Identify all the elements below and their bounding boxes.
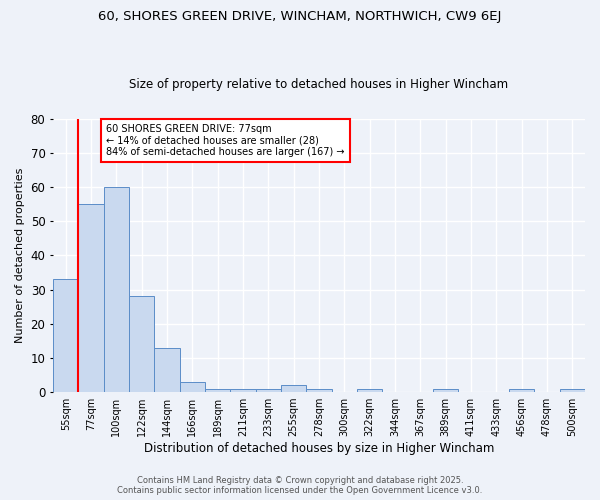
- Bar: [307, 388, 332, 392]
- Text: 60 SHORES GREEN DRIVE: 77sqm
← 14% of detached houses are smaller (28)
84% of se: 60 SHORES GREEN DRIVE: 77sqm ← 14% of de…: [106, 124, 345, 157]
- Bar: [129, 296, 154, 392]
- Title: Size of property relative to detached houses in Higher Wincham: Size of property relative to detached ho…: [130, 78, 509, 91]
- Bar: [205, 388, 230, 392]
- Bar: [509, 388, 535, 392]
- Y-axis label: Number of detached properties: Number of detached properties: [15, 168, 25, 343]
- Bar: [53, 280, 79, 392]
- Text: 60, SHORES GREEN DRIVE, WINCHAM, NORTHWICH, CW9 6EJ: 60, SHORES GREEN DRIVE, WINCHAM, NORTHWI…: [98, 10, 502, 23]
- Bar: [256, 388, 281, 392]
- Bar: [230, 388, 256, 392]
- Bar: [104, 187, 129, 392]
- Bar: [433, 388, 458, 392]
- Bar: [154, 348, 180, 392]
- Bar: [560, 388, 585, 392]
- Bar: [180, 382, 205, 392]
- Text: Contains HM Land Registry data © Crown copyright and database right 2025.
Contai: Contains HM Land Registry data © Crown c…: [118, 476, 482, 495]
- X-axis label: Distribution of detached houses by size in Higher Wincham: Distribution of detached houses by size …: [144, 442, 494, 455]
- Bar: [79, 204, 104, 392]
- Bar: [357, 388, 382, 392]
- Bar: [281, 385, 307, 392]
